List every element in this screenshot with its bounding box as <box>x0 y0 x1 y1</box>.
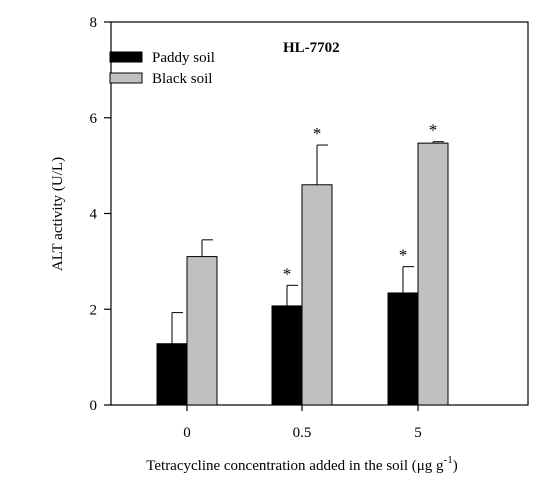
bars-layer: * * * * <box>156 121 449 406</box>
x-tick-label-2: 5 <box>414 425 422 441</box>
bar-paddy-soil-0 <box>156 343 188 406</box>
legend-label-black-soil: Black soil <box>152 71 212 87</box>
ticks-layer: 0 2 4 6 8 0 0.5 5 <box>90 15 422 441</box>
x-axis-label: Tetracycline concentration added in the … <box>146 454 457 474</box>
significance-marker-paddy-soil-2: * <box>399 246 408 265</box>
x-axis-label-close: ) <box>453 458 458 474</box>
bar-paddy-soil-1 <box>271 305 303 406</box>
x-tick-label-1: 0.5 <box>293 425 312 441</box>
y-tick-label-0: 0 <box>90 398 98 414</box>
bar-black-soil-1 <box>301 184 333 406</box>
y-tick-label-4: 8 <box>90 15 98 31</box>
y-tick-label-2: 4 <box>90 207 98 223</box>
y-axis-label: ALT activity (U/L) <box>50 157 66 271</box>
legend-swatch-black-soil <box>109 72 143 84</box>
bar-black-soil-2 <box>417 142 449 406</box>
significance-marker-black-soil-2: * <box>429 121 438 140</box>
bar-black-soil-0 <box>186 256 218 406</box>
significance-marker-black-soil-1: * <box>313 124 322 143</box>
x-tick-label-0: 0 <box>183 425 191 441</box>
legend-swatch-paddy-soil <box>109 51 143 63</box>
y-tick-label-3: 6 <box>90 111 98 127</box>
bar-paddy-soil-2 <box>387 292 419 406</box>
legend: Paddy soil Black soil <box>109 50 215 87</box>
legend-label-paddy-soil: Paddy soil <box>152 50 215 66</box>
x-axis-label-main: Tetracycline concentration added in the … <box>146 458 444 474</box>
y-tick-label-1: 2 <box>90 302 98 318</box>
x-axis-label-superscript: -1 <box>444 454 453 466</box>
significance-marker-paddy-soil-1: * <box>283 264 292 283</box>
chart-title: HL-7702 <box>283 40 340 56</box>
